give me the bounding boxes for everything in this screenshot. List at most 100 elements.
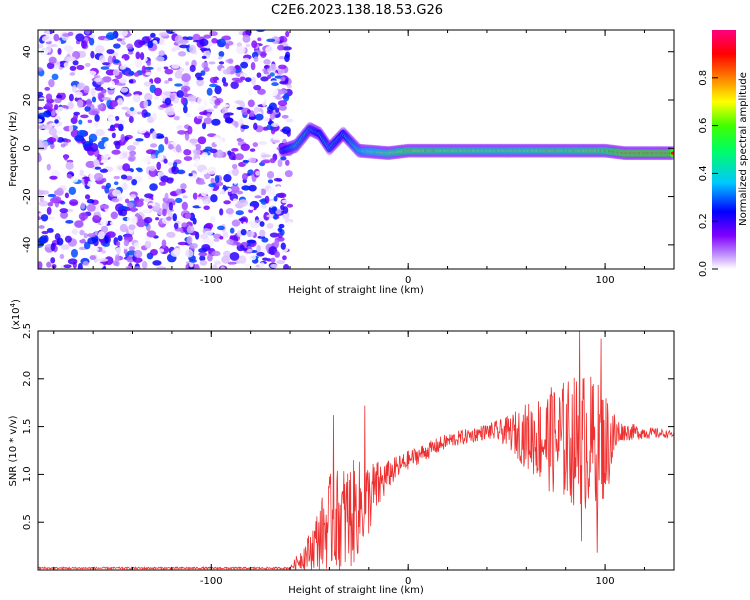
noise-speckle xyxy=(72,60,79,66)
noise-speckle xyxy=(115,85,121,91)
noise-speckle xyxy=(41,35,52,42)
noise-speckle xyxy=(206,113,211,118)
noise-speckle xyxy=(139,52,145,61)
noise-speckle xyxy=(263,65,270,69)
noise-speckle xyxy=(50,242,56,252)
colorbar-tick-label: 0.2 xyxy=(698,213,709,229)
noise-speckle xyxy=(46,216,55,220)
noise-speckle xyxy=(187,95,197,102)
colorbar-tick-label: 0.4 xyxy=(698,165,709,181)
noise-speckle xyxy=(164,68,174,75)
noise-speckle xyxy=(188,44,197,54)
noise-speckle xyxy=(214,85,222,95)
noise-speckle xyxy=(277,227,283,233)
noise-speckle xyxy=(163,91,172,96)
noise-speckle xyxy=(133,266,141,269)
noise-speckle xyxy=(227,58,234,64)
noise-speckle xyxy=(199,111,208,116)
noise-speckle xyxy=(285,159,290,166)
noise-speckle xyxy=(108,80,116,90)
noise-speckle xyxy=(47,193,56,198)
noise-speckle xyxy=(278,64,287,70)
noise-speckle xyxy=(284,170,293,178)
noise-speckle xyxy=(150,154,156,160)
noise-speckle xyxy=(267,187,276,196)
noise-speckle xyxy=(64,138,72,143)
noise-speckle xyxy=(67,31,74,37)
noise-speckle xyxy=(238,255,247,264)
noise-speckle xyxy=(155,190,161,200)
noise-speckle xyxy=(271,36,280,45)
noise-speckle xyxy=(131,178,138,186)
noise-speckle xyxy=(229,185,240,193)
noise-speckle xyxy=(166,216,172,221)
noise-speckle xyxy=(246,239,257,244)
noise-speckle xyxy=(275,96,283,100)
noise-speckle xyxy=(46,62,55,70)
noise-speckle xyxy=(88,110,99,116)
noise-speckle xyxy=(194,72,202,79)
noise-speckle xyxy=(281,114,289,119)
noise-speckle xyxy=(283,264,290,269)
noise-speckle xyxy=(46,261,52,268)
snr-ylabel: SNR (10 * v/v) xyxy=(8,415,19,486)
noise-speckle xyxy=(86,180,97,188)
spectrogram-ylabel: Frequency (Hz) xyxy=(8,111,19,187)
noise-speckle xyxy=(218,61,225,65)
noise-speckle xyxy=(38,225,45,229)
noise-speckle xyxy=(284,54,290,63)
noise-speckle xyxy=(238,217,247,222)
noise-speckle xyxy=(207,166,217,175)
noise-speckle xyxy=(274,131,279,139)
noise-speckle xyxy=(126,202,134,208)
noise-speckle xyxy=(124,198,130,204)
noise-speckle xyxy=(105,250,112,256)
noise-speckle xyxy=(63,264,72,269)
noise-speckle xyxy=(203,34,212,39)
noise-speckle xyxy=(214,98,221,106)
noise-speckle xyxy=(189,242,198,249)
noise-speckle xyxy=(80,202,86,210)
noise-speckle xyxy=(124,38,133,44)
noise-speckle xyxy=(213,104,218,109)
noise-speckle xyxy=(111,149,121,155)
noise-speckle xyxy=(213,238,220,242)
noise-speckle xyxy=(280,204,285,211)
noise-speckle xyxy=(236,106,244,111)
noise-speckle xyxy=(183,156,193,161)
noise-speckle xyxy=(226,239,234,245)
noise-speckle xyxy=(120,134,125,143)
noise-speckle xyxy=(49,175,58,180)
noise-speckle xyxy=(164,192,169,202)
noise-speckle xyxy=(183,105,188,114)
noise-speckle xyxy=(162,201,170,211)
spectrogram-panel: -100 0 100 -40 -20 0 20 40 Height of straight l… xyxy=(8,29,675,296)
noise-speckle xyxy=(231,219,241,227)
noise-speckle xyxy=(217,38,226,48)
noise-speckle xyxy=(201,61,209,69)
noise-speckle xyxy=(266,214,275,218)
noise-speckle xyxy=(54,119,59,124)
noise-speckle xyxy=(114,254,120,263)
noise-speckle xyxy=(38,124,45,130)
noise-speckle xyxy=(271,206,278,212)
noise-speckle xyxy=(260,51,267,59)
noise-speckle xyxy=(197,97,202,105)
noise-speckle xyxy=(242,221,248,230)
noise-speckle xyxy=(240,124,250,130)
noise-speckle xyxy=(271,82,279,87)
noise-speckle xyxy=(168,202,174,211)
noise-speckle xyxy=(154,77,162,84)
noise-speckle xyxy=(226,66,231,75)
noise-speckle xyxy=(221,106,228,115)
noise-speckle xyxy=(141,260,148,269)
noise-speckle xyxy=(44,102,54,110)
noise-speckle xyxy=(116,241,121,247)
noise-speckle xyxy=(232,132,239,138)
noise-speckle xyxy=(184,132,190,141)
noise-speckle xyxy=(124,170,133,176)
noise-speckle xyxy=(84,62,91,67)
noise-speckle xyxy=(247,220,256,225)
noise-speckle xyxy=(207,253,213,262)
noise-speckle xyxy=(56,237,64,246)
